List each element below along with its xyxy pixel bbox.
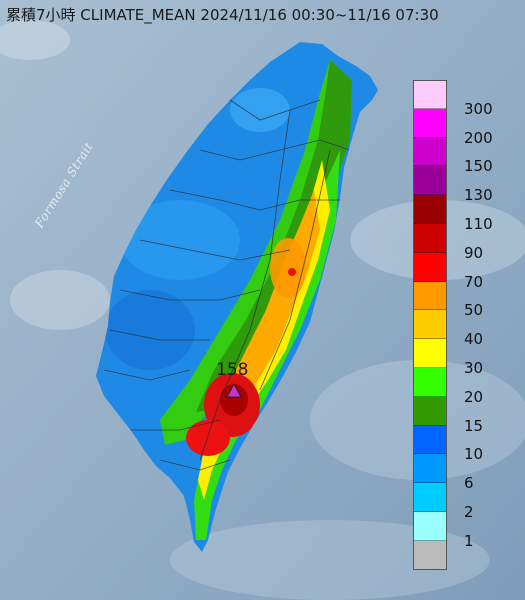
legend-tick-label: 130 xyxy=(464,186,493,205)
legend-tick-label: 40 xyxy=(464,330,484,349)
peak-marker-icon xyxy=(226,382,242,398)
legend-tick-label: 150 xyxy=(464,157,493,176)
legend-swatch xyxy=(413,368,447,397)
legend-swatch xyxy=(413,425,447,455)
legend-tick-label: 70 xyxy=(464,272,484,291)
legend-tick-label: 15 xyxy=(464,416,484,435)
legend-swatch xyxy=(413,80,447,109)
map-title: 累積7小時 CLIMATE_MEAN 2024/11/16 00:30~11/1… xyxy=(6,6,439,24)
legend-tick-label: 6 xyxy=(464,474,474,493)
legend-swatch xyxy=(413,483,447,512)
legend-tick-label: 300 xyxy=(464,99,493,118)
legend-tick-label: 50 xyxy=(464,301,484,320)
legend-tick-label: 2 xyxy=(464,503,474,521)
legend-tick-label: 200 xyxy=(464,128,493,147)
legend-tick-label: 10 xyxy=(464,445,484,464)
legend-swatch xyxy=(413,396,447,426)
legend-swatch xyxy=(413,166,447,196)
legend-swatch xyxy=(413,454,447,484)
legend-swatch xyxy=(413,281,447,311)
legend-tick-label: 30 xyxy=(464,359,484,377)
legend-tick-label: 110 xyxy=(464,215,493,233)
peak-value-label: 158 xyxy=(216,360,249,380)
legend-swatch xyxy=(413,512,447,541)
legend-swatch xyxy=(413,137,447,167)
legend-swatch xyxy=(413,195,447,224)
legend-swatch xyxy=(413,540,447,570)
legend-swatch xyxy=(413,310,447,340)
legend-swatch xyxy=(413,224,447,253)
legend-tick-label: 90 xyxy=(464,243,484,262)
legend-tick-label: 1 xyxy=(464,531,474,550)
taiwan-island xyxy=(96,42,378,552)
legend-swatch xyxy=(413,339,447,368)
legend-swatch xyxy=(413,252,447,282)
legend-tick-label: 20 xyxy=(464,387,484,406)
legend-swatch xyxy=(413,108,447,138)
